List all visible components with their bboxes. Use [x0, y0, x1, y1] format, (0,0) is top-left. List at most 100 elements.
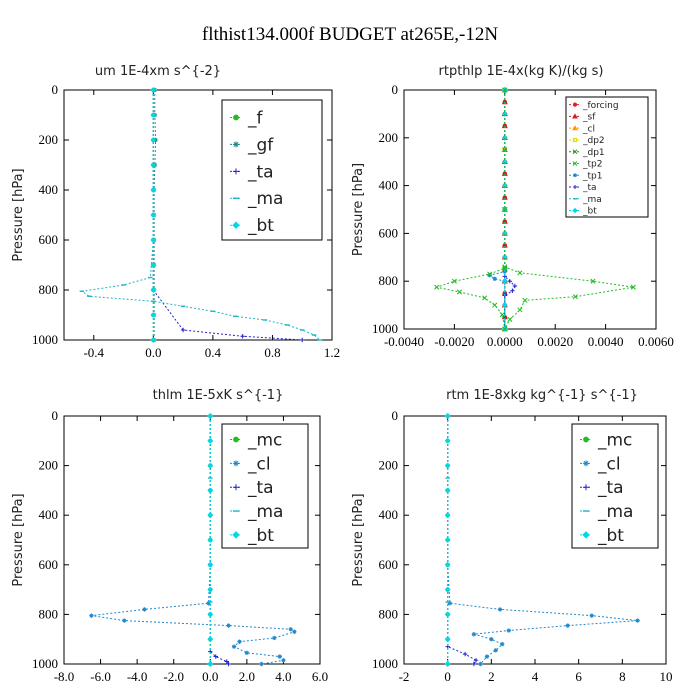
x-tick-label: 0 — [444, 669, 451, 684]
y-axis-label: Pressure [hPa] — [351, 163, 366, 256]
legend: _mc _cl _ta _ma _bt — [571, 423, 659, 549]
data-point — [277, 654, 282, 659]
data-point — [207, 561, 214, 568]
panel-title: um 1E-4xm s^{-2} — [95, 64, 221, 79]
data-point — [502, 326, 508, 332]
data-point — [237, 639, 242, 644]
data-point — [150, 262, 157, 268]
x-tick-label: -0.0040 — [384, 334, 424, 349]
x-tick-label: 0.0040 — [588, 334, 624, 349]
y-tick-label: 400 — [379, 507, 399, 522]
legend-label: _f — [247, 108, 264, 128]
data-point — [444, 512, 451, 519]
data-point — [226, 661, 231, 667]
legend-label: _dp1 — [582, 148, 605, 158]
data-point — [522, 297, 528, 303]
legend-marker — [572, 149, 578, 155]
data-point — [444, 561, 451, 568]
x-tick-label: -0.0020 — [434, 334, 474, 349]
legend-marker — [233, 460, 239, 467]
legend-marker — [572, 207, 578, 214]
data-point — [444, 661, 451, 667]
x-tick-label: 0.8 — [264, 345, 280, 360]
data-point — [231, 644, 237, 649]
y-tick-label: 1000 — [32, 332, 58, 347]
data-point — [207, 636, 214, 643]
y-tick-label: 600 — [39, 232, 59, 247]
y-tick-label: 0 — [392, 82, 399, 97]
legend-label: _tp2 — [582, 160, 602, 170]
x-tick-label: 6 — [575, 669, 582, 684]
legend-marker — [573, 185, 577, 189]
x-tick-label: -4.0 — [127, 669, 148, 684]
legend-marker — [572, 137, 578, 143]
data-point — [502, 87, 508, 93]
data-point — [150, 337, 157, 343]
legend-label: _cl — [597, 454, 621, 474]
y-tick-label: 800 — [39, 606, 59, 621]
legend-box — [565, 96, 649, 218]
data-point — [506, 628, 511, 633]
data-point — [207, 512, 214, 519]
y-tick-label: 600 — [379, 557, 399, 572]
legend-label: _mc — [247, 430, 282, 450]
legend-marker — [583, 460, 589, 467]
data-point — [507, 279, 513, 284]
y-tick-label: 0 — [52, 82, 59, 97]
data-point — [444, 437, 451, 444]
legend-label: _ta — [247, 478, 274, 498]
data-point — [444, 636, 451, 643]
y-tick-label: 200 — [39, 458, 59, 473]
legend-label: _ta — [247, 162, 274, 182]
x-tick-label: 2.0 — [239, 669, 255, 684]
data-point — [499, 312, 505, 318]
legend-marker — [572, 102, 578, 107]
data-point — [478, 661, 483, 667]
y-tick-label: 600 — [379, 225, 399, 240]
figure-title: flthist134.000f BUDGET at265E,-12N — [202, 24, 499, 45]
legend-label: _bt — [247, 526, 274, 546]
data-point — [207, 586, 214, 593]
panel-title: rtm 1E-8xkg kg^{-1} s^{-1} — [446, 388, 638, 403]
data-point — [471, 661, 477, 667]
legend-label: _tp1 — [582, 171, 602, 181]
series-unlabeled — [434, 87, 508, 332]
data-point — [565, 623, 570, 628]
data-point — [444, 611, 451, 618]
data-point — [206, 601, 211, 606]
data-point — [444, 413, 451, 419]
x-tick-label: 6.0 — [312, 669, 328, 684]
x-tick-label: 0.0020 — [537, 334, 573, 349]
data-point — [180, 327, 186, 333]
legend-marker — [232, 531, 240, 539]
y-tick-label: 1000 — [32, 656, 58, 671]
y-axis-label: Pressure [hPa] — [351, 493, 366, 586]
data-point — [300, 337, 305, 343]
legend-label: _cl — [247, 454, 271, 474]
x-tick-label: 0.4 — [205, 345, 222, 360]
x-tick-label: -2 — [399, 669, 410, 684]
data-point — [226, 623, 231, 628]
data-point — [462, 651, 468, 657]
data-point — [444, 462, 451, 469]
data-point — [502, 265, 508, 271]
legend-marker — [583, 484, 589, 491]
panel-title: rtpthlp 1E-4x(kg K)/(kg s) — [439, 64, 604, 79]
data-point — [244, 650, 250, 656]
legend-label: _ta — [582, 183, 597, 193]
data-point — [501, 278, 508, 285]
x-tick-label: -0.4 — [83, 345, 104, 360]
data-point — [288, 627, 293, 632]
legend-label: _ta — [597, 478, 624, 498]
y-tick-label: 200 — [39, 132, 59, 147]
panel-rtm: rtm 1E-8xkg kg^{-1} s^{-1} 0 200 400 600 800… — [351, 388, 673, 684]
x-tick-label: -2.0 — [163, 669, 184, 684]
x-tick-label: 8 — [619, 669, 626, 684]
legend-marker — [232, 221, 240, 229]
data-point — [89, 613, 94, 618]
x-tick-label: 0.0 — [145, 345, 161, 360]
x-tick-label: 0.0060 — [638, 334, 674, 349]
legend-marker — [583, 436, 589, 443]
plot-frame — [63, 415, 321, 665]
